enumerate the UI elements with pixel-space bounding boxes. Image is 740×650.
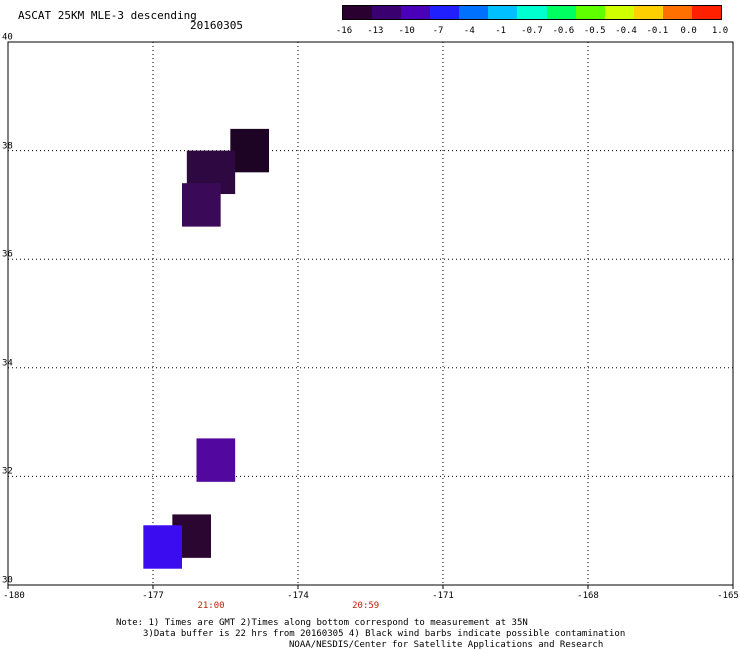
x-tick-label: -171 [432, 591, 454, 601]
colorbar-segment [343, 6, 373, 19]
x-tick-label: -177 [142, 591, 164, 601]
colorbar-segment [575, 6, 605, 19]
x-tick-label: -168 [577, 591, 599, 601]
colorbar-tick-label: -1 [495, 26, 507, 36]
data-cell [182, 183, 221, 227]
colorbar-tick-label: -13 [367, 26, 384, 36]
colorbar-tick-label: -0.7 [521, 26, 543, 36]
x-tick-label: -165 [717, 591, 739, 601]
colorbar-tick-label: -16 [335, 26, 353, 36]
colorbar-segment [517, 6, 547, 19]
plot-frame [7, 41, 734, 586]
colorbar-tick-label: -0.5 [583, 26, 606, 36]
time-label: 21:00 [197, 601, 225, 611]
y-tick-label: 32 [2, 466, 13, 477]
colorbar [342, 5, 722, 20]
x-tick-label: -180 [3, 591, 25, 601]
data-cell [196, 438, 236, 482]
colorbar-segment [604, 6, 634, 19]
colorbar-tick-label: -10 [398, 26, 415, 36]
y-tick-label: 36 [2, 249, 13, 260]
colorbar-tick-label: -7 [432, 26, 444, 36]
colorbar-segment [459, 6, 489, 19]
colorbar-segment [372, 6, 402, 19]
colorbar-segment [401, 6, 431, 19]
note-line-3: NOAA/NESDIS/Center for Satellite Applica… [289, 640, 604, 650]
colorbar-segment [430, 6, 460, 19]
y-tick-label: 38 [2, 141, 13, 152]
colorbar-segment [633, 6, 663, 19]
note-line-2: 3)Data buffer is 22 hrs from 20160305 4)… [143, 629, 626, 639]
colorbar-tick-label: -0.6 [552, 26, 575, 36]
time-label: 20:59 [352, 601, 380, 611]
colorbar-segment [662, 6, 692, 19]
colorbar-segment [546, 6, 576, 19]
note-line-1: Note: 1) Times are GMT 2)Times along bot… [116, 618, 528, 628]
data-cell [230, 128, 269, 173]
chart-date: 20160305 [190, 19, 243, 32]
colorbar-tick-label: 0.0 [680, 26, 697, 36]
y-tick-label: 34 [2, 358, 13, 369]
colorbar-tick-label: 1.0 [711, 26, 729, 36]
colorbar-tick-label: -0.4 [615, 26, 637, 36]
chart-title: ASCAT 25KM MLE-3 descending [18, 9, 197, 22]
colorbar-segment [488, 6, 518, 19]
colorbar-segment [691, 6, 722, 19]
colorbar-tick-label: -4 [463, 26, 475, 36]
colorbar-tick-label: -0.1 [646, 26, 669, 36]
x-tick-label: -174 [287, 591, 309, 601]
y-tick-label: 40 [2, 32, 13, 43]
data-cell [143, 525, 182, 569]
y-tick-label: 30 [2, 575, 13, 586]
